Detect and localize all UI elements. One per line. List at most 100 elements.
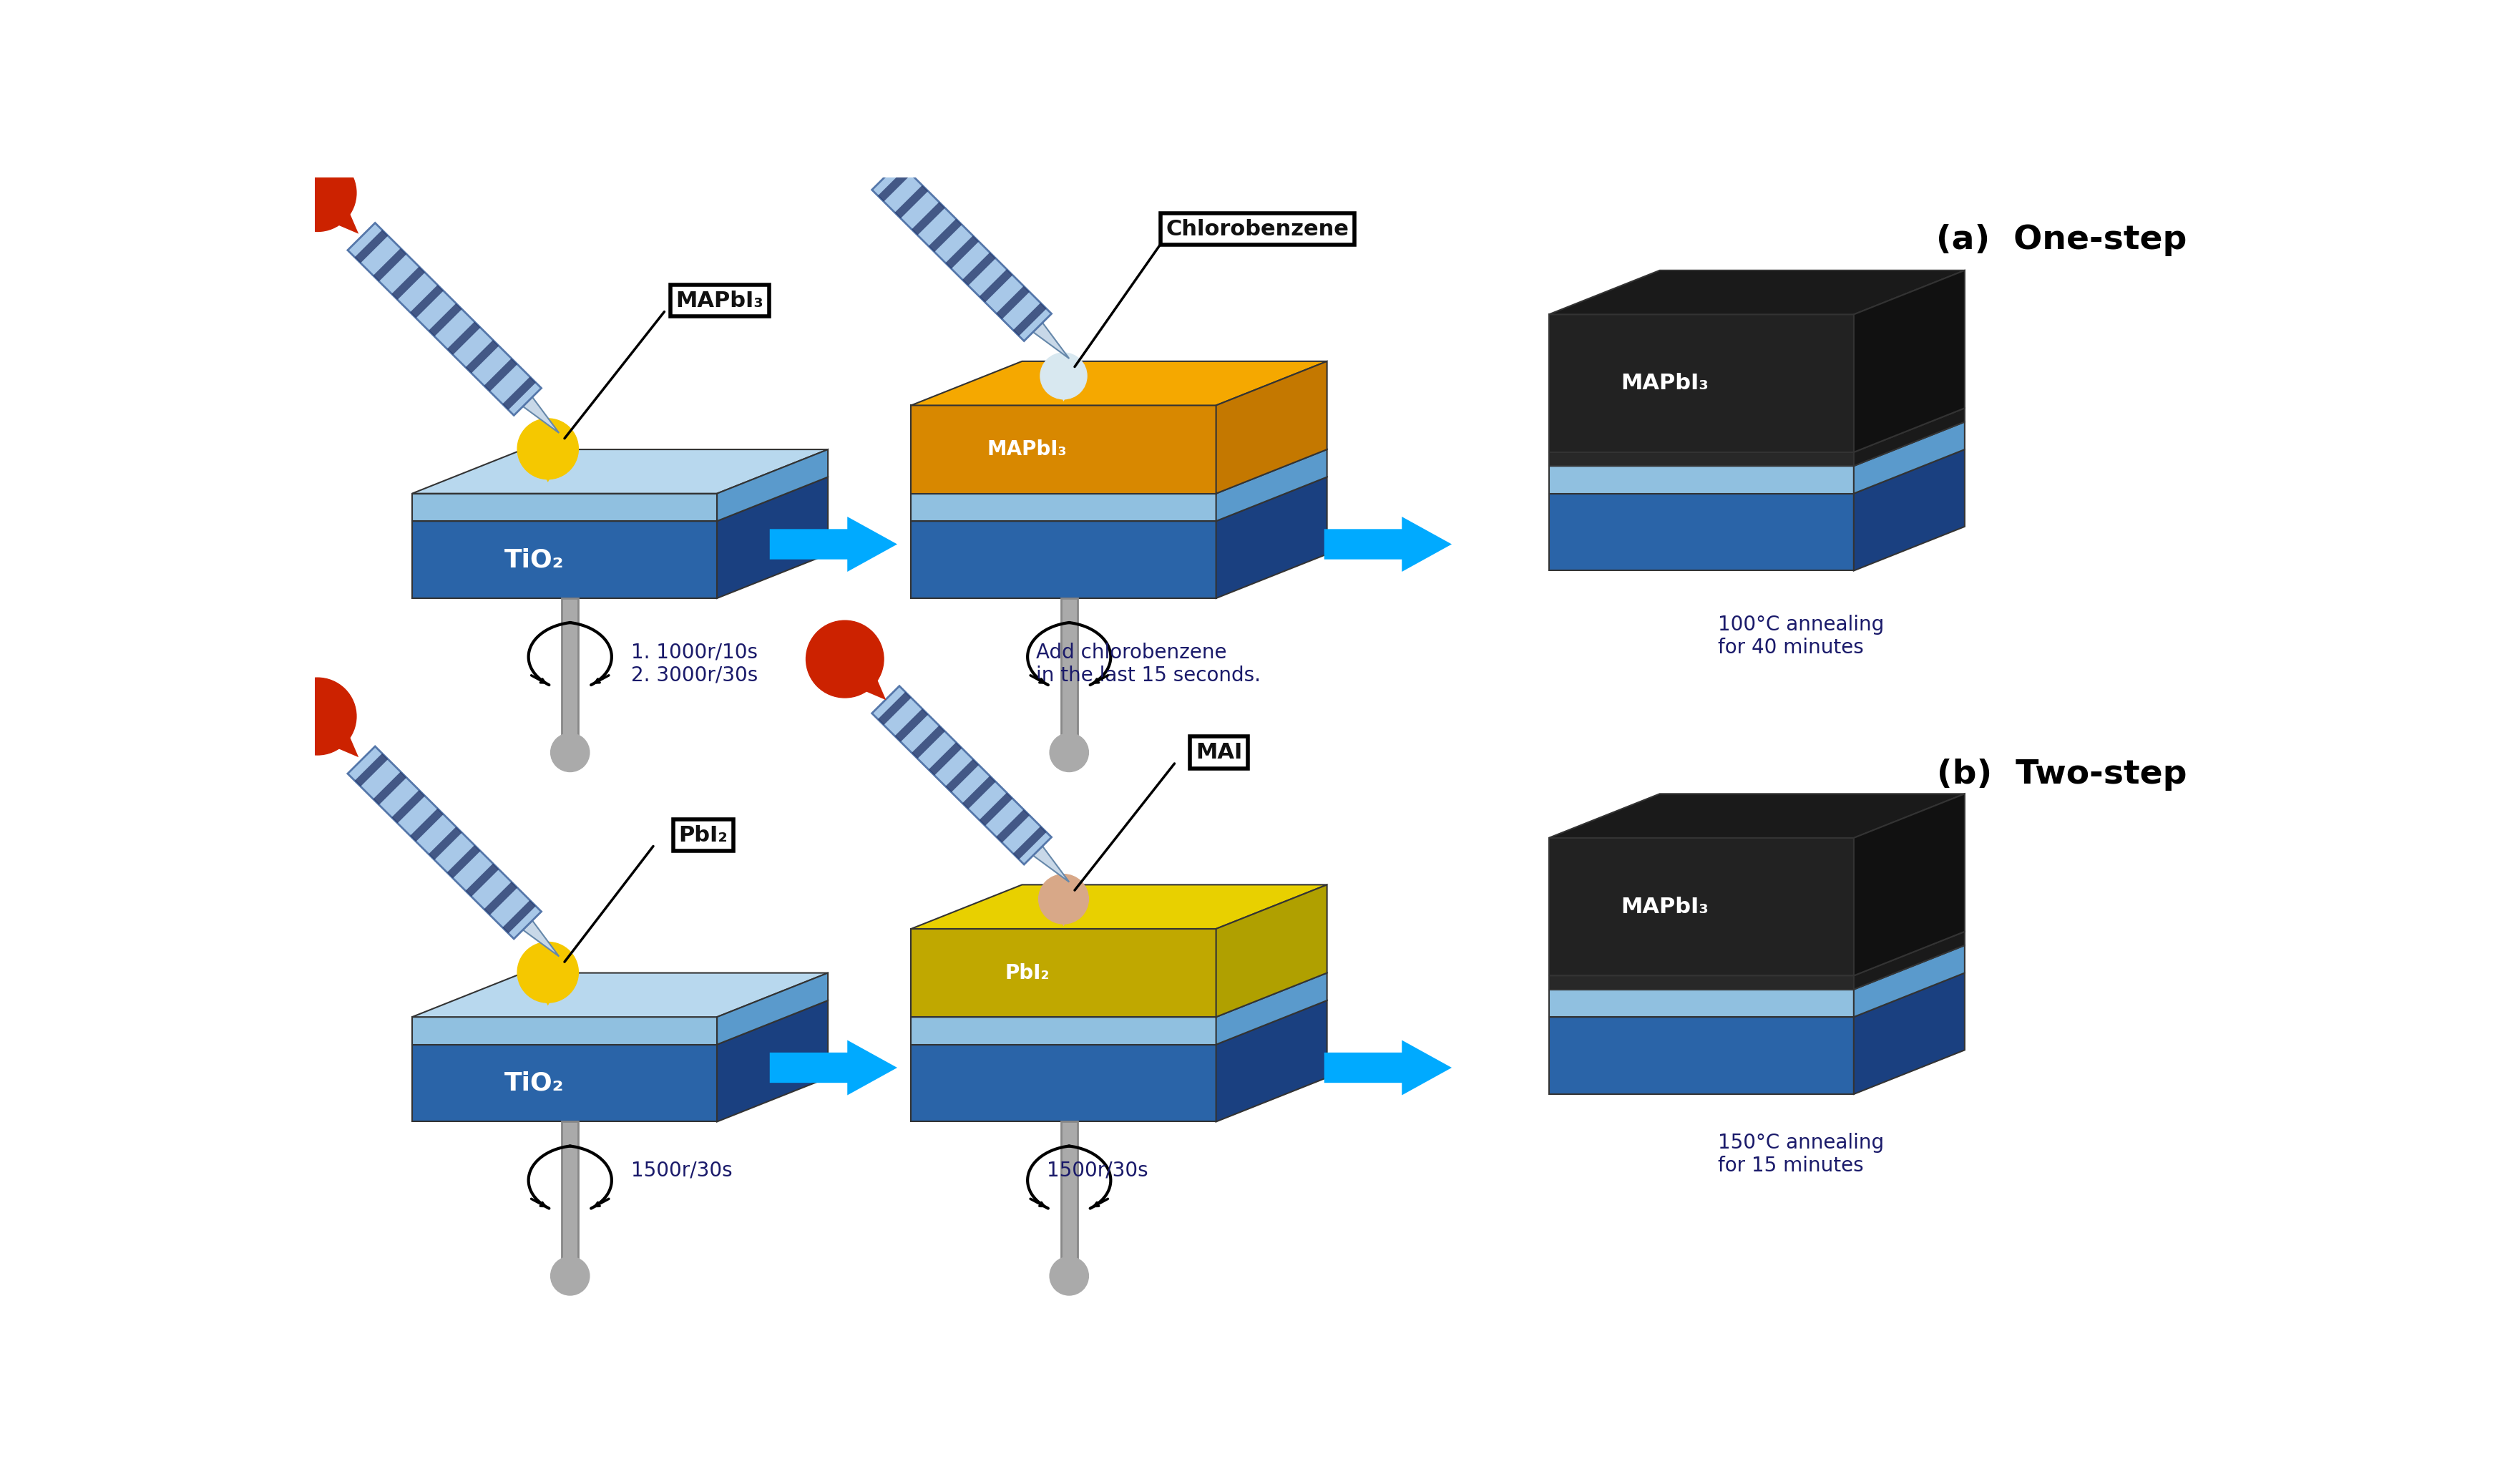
Circle shape [1038, 874, 1089, 923]
Polygon shape [373, 248, 406, 282]
Text: 1500r/30s: 1500r/30s [1046, 1161, 1149, 1180]
Polygon shape [1550, 493, 1855, 570]
Polygon shape [1217, 362, 1328, 493]
Polygon shape [446, 322, 481, 354]
Polygon shape [1855, 945, 1966, 1018]
Polygon shape [877, 168, 912, 201]
Circle shape [552, 733, 590, 772]
Polygon shape [413, 1044, 718, 1121]
Polygon shape [413, 477, 829, 521]
Circle shape [280, 678, 355, 755]
Polygon shape [912, 449, 1328, 493]
Polygon shape [945, 759, 978, 792]
Polygon shape [945, 236, 978, 269]
Polygon shape [524, 920, 559, 957]
Polygon shape [562, 598, 580, 752]
Polygon shape [769, 1040, 897, 1096]
Text: 1500r/30s: 1500r/30s [630, 1161, 733, 1180]
Text: MAPbI₃: MAPbI₃ [675, 291, 764, 312]
Polygon shape [912, 1018, 1217, 1044]
Polygon shape [300, 700, 358, 758]
Text: PbI₂: PbI₂ [678, 824, 728, 845]
Text: TiO₂: TiO₂ [504, 1071, 564, 1096]
Circle shape [280, 154, 355, 232]
Polygon shape [1061, 1121, 1079, 1276]
Polygon shape [428, 303, 461, 337]
Circle shape [806, 620, 885, 697]
Polygon shape [1061, 598, 1079, 752]
Text: Chlorobenzene: Chlorobenzene [1167, 219, 1348, 239]
Polygon shape [529, 972, 567, 1006]
Polygon shape [355, 753, 388, 786]
Polygon shape [1217, 885, 1328, 1018]
Polygon shape [413, 493, 718, 521]
Text: (a)  One-step: (a) One-step [1935, 225, 2187, 256]
Polygon shape [1013, 303, 1046, 335]
Text: 150°C annealing
for 15 minutes: 150°C annealing for 15 minutes [1719, 1133, 1885, 1176]
Polygon shape [769, 517, 897, 572]
Polygon shape [501, 899, 537, 933]
Polygon shape [348, 746, 542, 939]
Polygon shape [995, 287, 1031, 319]
Polygon shape [501, 377, 537, 411]
Polygon shape [912, 973, 1328, 1018]
Text: MAPbI₃: MAPbI₃ [988, 440, 1066, 459]
Polygon shape [927, 219, 963, 253]
Polygon shape [1550, 408, 1966, 452]
Polygon shape [562, 1121, 580, 1276]
Polygon shape [912, 362, 1328, 405]
Polygon shape [1323, 517, 1452, 572]
Polygon shape [373, 771, 406, 805]
Polygon shape [1217, 449, 1328, 521]
Circle shape [1051, 1257, 1089, 1295]
Polygon shape [872, 685, 1051, 864]
Polygon shape [895, 185, 927, 219]
Polygon shape [1855, 973, 1966, 1094]
Polygon shape [912, 1000, 1328, 1044]
Polygon shape [872, 162, 1051, 341]
Polygon shape [484, 882, 517, 914]
Polygon shape [1051, 377, 1079, 402]
Polygon shape [877, 691, 912, 725]
Polygon shape [411, 808, 444, 842]
Polygon shape [1217, 973, 1328, 1044]
Polygon shape [413, 521, 718, 598]
Polygon shape [829, 120, 887, 177]
Polygon shape [1855, 932, 1966, 990]
Text: MAPbI₃: MAPbI₃ [1620, 374, 1709, 394]
Circle shape [1041, 353, 1086, 399]
Polygon shape [446, 845, 481, 879]
Polygon shape [1013, 826, 1046, 860]
Text: 1. 1000r/10s
2. 3000r/30s: 1. 1000r/10s 2. 3000r/30s [630, 642, 759, 685]
Polygon shape [829, 642, 887, 700]
Polygon shape [912, 929, 1217, 1018]
Circle shape [517, 942, 580, 1003]
Polygon shape [529, 449, 567, 482]
Polygon shape [718, 973, 829, 1044]
Polygon shape [1550, 422, 1966, 465]
Polygon shape [1550, 452, 1855, 465]
Polygon shape [1855, 449, 1966, 570]
Text: (b)  Two-step: (b) Two-step [1938, 758, 2187, 790]
Polygon shape [348, 223, 542, 415]
Polygon shape [1323, 1040, 1452, 1096]
Text: MAI: MAI [1194, 741, 1242, 764]
Polygon shape [466, 864, 499, 897]
Circle shape [806, 97, 885, 174]
Text: MAPbI₃: MAPbI₃ [1620, 897, 1709, 917]
Polygon shape [524, 397, 559, 433]
Text: Add chlorobenzene
in the last 15 seconds.: Add chlorobenzene in the last 15 seconds… [1036, 642, 1260, 685]
Polygon shape [1550, 945, 1966, 990]
Polygon shape [391, 790, 426, 823]
Polygon shape [1033, 846, 1068, 882]
Polygon shape [912, 885, 1328, 929]
Polygon shape [1550, 976, 1855, 990]
Polygon shape [1217, 1000, 1328, 1121]
Polygon shape [413, 1000, 829, 1044]
Polygon shape [1550, 315, 1855, 452]
Text: TiO₂: TiO₂ [504, 548, 564, 572]
Polygon shape [1855, 270, 1966, 452]
Polygon shape [1550, 449, 1966, 493]
Text: PbI₂: PbI₂ [1005, 963, 1048, 982]
Polygon shape [1550, 465, 1855, 493]
